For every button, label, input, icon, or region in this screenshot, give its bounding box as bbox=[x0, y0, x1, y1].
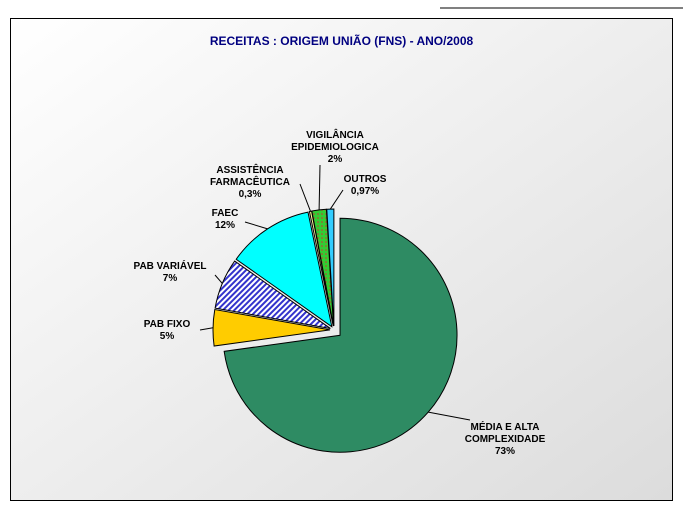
category-label: OUTROS bbox=[343, 174, 387, 185]
category-label: VIGILÂNCIA EPIDEMIOLOGICA bbox=[291, 130, 379, 153]
value-label: 0,97% bbox=[350, 186, 380, 197]
category-label: ASSISTÊNCIA FARMACÊUTICA bbox=[210, 165, 290, 188]
data-label: ASSISTÊNCIA FARMACÊUTICA 0,3% bbox=[205, 165, 295, 201]
value-label: 7% bbox=[162, 273, 178, 284]
data-label: OUTROS 0,97% bbox=[335, 174, 395, 198]
data-label: VIGILÂNCIA EPIDEMIOLOGICA 2% bbox=[280, 130, 390, 166]
leader-line bbox=[244, 221, 268, 230]
category-label: MÉDIA E ALTA COMPLEXIDADE bbox=[464, 422, 546, 445]
value-label: 73% bbox=[494, 446, 515, 457]
leader-line bbox=[318, 164, 321, 210]
leader-line bbox=[329, 189, 344, 210]
pie-slice bbox=[214, 260, 331, 329]
leader-line bbox=[199, 327, 214, 331]
chart-title: RECEITAS : ORIGEM UNIÃO (FNS) - ANO/2008 bbox=[209, 34, 474, 48]
leader-line bbox=[428, 411, 471, 421]
pie-slice bbox=[326, 208, 335, 327]
value-label: 12% bbox=[214, 220, 235, 231]
category-label: PAB VARIÁVEL bbox=[133, 261, 207, 272]
data-label: PAB FIXO 5% bbox=[127, 319, 207, 343]
value-label: 0,3% bbox=[238, 189, 262, 200]
data-label: MÉDIA E ALTA COMPLEXIDADE 73% bbox=[450, 422, 560, 458]
category-label: FAEC bbox=[211, 208, 239, 219]
pie-slice bbox=[212, 308, 331, 347]
leader-line bbox=[299, 183, 311, 212]
value-label: 5% bbox=[159, 331, 175, 342]
leader-line bbox=[214, 274, 223, 284]
data-label: FAEC 12% bbox=[195, 208, 255, 232]
pie-slice bbox=[235, 211, 333, 328]
value-label: 2% bbox=[327, 154, 343, 165]
category-label: PAB FIXO bbox=[143, 319, 191, 330]
data-label: PAB VARIÁVEL 7% bbox=[125, 261, 215, 285]
